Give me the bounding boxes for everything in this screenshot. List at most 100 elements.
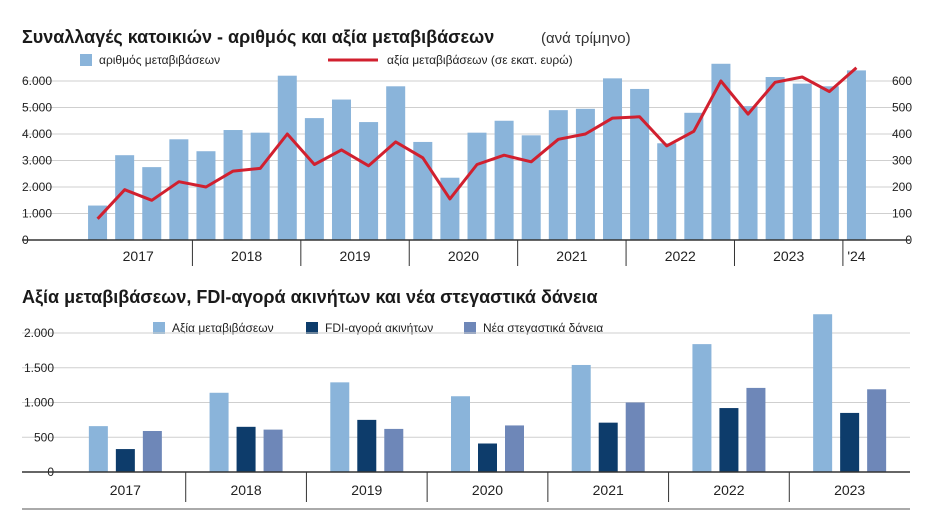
bar-transactions — [711, 63, 731, 241]
year-label: 2021 — [556, 248, 587, 264]
y-tick-label: 2.000 — [24, 326, 54, 340]
bar-transfer-value — [571, 364, 591, 472]
bar-transfer-value — [88, 426, 108, 472]
bar-fdi — [478, 443, 497, 472]
bar-transactions — [142, 167, 162, 240]
legend2-label-loans: Νέα στεγαστικά δάνεια — [483, 321, 603, 335]
bar-fdi — [115, 449, 135, 472]
year-label: 2018 — [231, 248, 262, 264]
legend1-swatch-bars — [80, 54, 92, 66]
chart1-x-axis: 2017 2018 2019 2020 2021 2022 2023 '24 — [22, 239, 910, 266]
legend2-label-fdi: FDI-αγορά ακινήτων — [325, 321, 433, 335]
bar-transactions — [630, 88, 650, 240]
right-tick-label: 100 — [892, 207, 912, 221]
chart2-title: Αξία μεταβιβάσεων, FDI-αγορά ακινήτων κα… — [22, 287, 598, 308]
bar-transactions — [331, 99, 351, 240]
left-tick-label: 3.000 — [22, 154, 52, 168]
bar-new-loans — [263, 429, 283, 472]
left-tick-label: 6.000 — [22, 74, 52, 88]
bar-transactions — [792, 83, 812, 241]
bar-transfer-value — [813, 314, 833, 472]
bar-transactions — [169, 139, 189, 240]
year-label: 2022 — [665, 248, 696, 264]
chart1-line — [96, 66, 858, 220]
year-label: 2020 — [448, 248, 479, 264]
bar-transactions — [548, 110, 568, 241]
bar-transactions — [846, 70, 866, 241]
bar-transactions — [684, 112, 704, 240]
bar-transactions — [603, 78, 623, 240]
year-label: 2023 — [834, 482, 865, 498]
legend1-label-line: αξία μεταβιβάσεων (σε εκατ. ευρώ) — [387, 53, 573, 67]
bar-fdi — [598, 422, 618, 472]
bar-new-loans — [867, 389, 887, 472]
right-tick-label: 400 — [892, 127, 912, 141]
bar-fdi — [840, 412, 860, 472]
bar-new-loans — [505, 425, 524, 472]
chart1-title: Συναλλαγές κατοικιών - αριθμός και αξία … — [22, 27, 494, 48]
right-tick-label: 300 — [892, 154, 912, 168]
year-label: 2019 — [351, 482, 382, 498]
y-tick-label: 1.000 — [24, 396, 54, 410]
legend2-swatch-loans — [464, 322, 476, 334]
bar-transactions — [386, 86, 406, 240]
year-label: 2017 — [123, 248, 154, 264]
bar-transfer-value — [451, 396, 470, 472]
year-label: 2018 — [230, 482, 261, 498]
bar-transactions — [521, 135, 541, 240]
left-tick-label: 2.000 — [22, 180, 52, 194]
year-label: 2017 — [110, 482, 141, 498]
year-label: 2019 — [339, 248, 370, 264]
year-label: 2021 — [593, 482, 624, 498]
left-tick-label: 4.000 — [22, 127, 52, 141]
bar-transactions — [196, 151, 216, 240]
legend2-swatch-transfers — [153, 322, 165, 334]
bar-transactions — [359, 122, 379, 240]
y-tick-label: 1.500 — [24, 361, 54, 375]
legend1-label-bars: αριθμός μεταβιβάσεων — [99, 53, 220, 67]
bar-transactions — [467, 132, 487, 240]
bar-new-loans — [384, 428, 404, 472]
bar-new-loans — [142, 430, 162, 472]
line-value — [96, 66, 858, 220]
bar-transactions — [304, 118, 324, 240]
chart1-bars — [88, 63, 866, 241]
right-tick-label: 500 — [892, 101, 912, 115]
bar-new-loans — [746, 387, 766, 472]
bar-transactions — [277, 75, 297, 240]
legend2-swatch-fdi — [306, 322, 318, 334]
bar-transactions — [765, 77, 785, 241]
right-tick-label: 600 — [892, 74, 912, 88]
year-label: 2023 — [773, 248, 804, 264]
right-tick-label: 200 — [892, 180, 912, 194]
chart2-x-axis: 2017 2018 2019 2020 2021 2022 2023 — [22, 471, 910, 502]
year-label: '24 — [847, 248, 865, 264]
bar-transfer-value — [692, 344, 712, 472]
year-label: 2022 — [713, 482, 744, 498]
bar-transfer-value — [209, 392, 229, 472]
bar-transactions — [575, 108, 595, 240]
chart2-bars — [88, 314, 887, 472]
chart1-subtitle: (ανά τρίμηνο) — [541, 30, 631, 47]
bar-transfer-value — [330, 382, 350, 472]
left-tick-label: 5.000 — [22, 101, 52, 115]
y-tick-label: 500 — [34, 430, 54, 444]
bar-fdi — [719, 408, 739, 472]
bar-fdi — [357, 419, 377, 472]
left-tick-label: 1.000 — [22, 207, 52, 221]
bar-new-loans — [625, 402, 645, 472]
bar-transactions — [494, 120, 514, 240]
bar-fdi — [236, 426, 256, 472]
bar-transactions — [250, 132, 270, 240]
bar-transactions — [657, 143, 677, 240]
bar-transactions — [223, 130, 243, 240]
bar-transactions — [115, 155, 135, 240]
year-label: 2020 — [472, 482, 503, 498]
legend2-label-transfers: Αξία μεταβιβάσεων — [172, 321, 274, 335]
bar-transactions — [738, 106, 758, 240]
bar-transactions — [819, 86, 839, 240]
